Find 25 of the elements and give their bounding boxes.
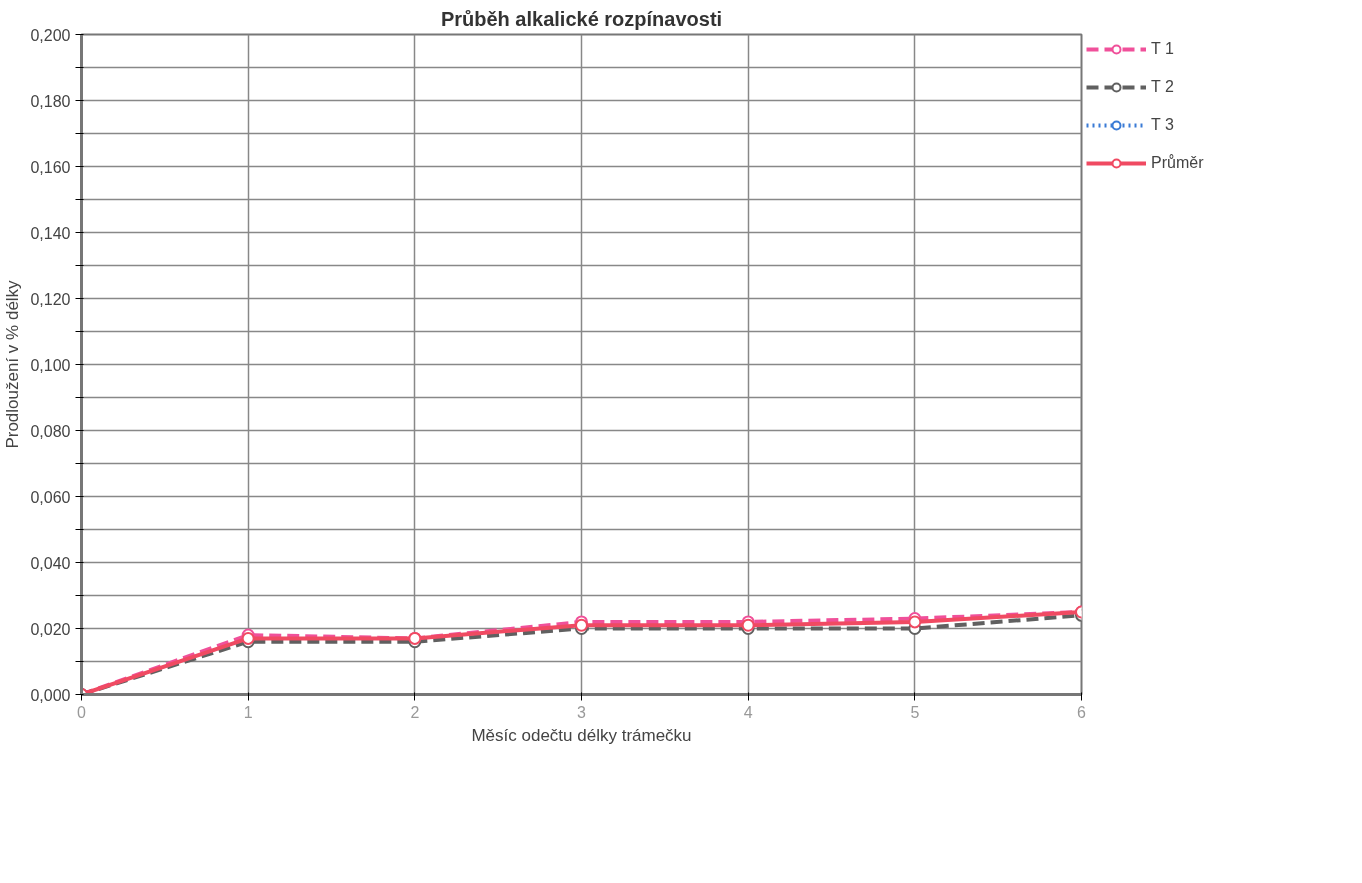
x-axis-title: Měsíc odečtu délky trámečku [471, 725, 692, 745]
y-tick-label: 0,100 [30, 356, 71, 374]
x-tick-label: 1 [243, 703, 253, 721]
x-tick-label: 2 [410, 703, 420, 721]
y-tick-label: 0,200 [30, 26, 71, 44]
y-tick-label: 0,140 [30, 224, 71, 242]
legend-label: Průměr [1151, 154, 1204, 172]
x-tick-label: 6 [1077, 703, 1087, 721]
x-tick-label: 4 [743, 703, 753, 721]
y-axis-title: Prodloužení v % délky [3, 279, 23, 449]
x-tick-label: 3 [577, 703, 587, 721]
y-tick-label: 0,060 [30, 488, 71, 506]
legend-label: T 1 [1151, 40, 1174, 58]
x-tick-label: 5 [910, 703, 920, 721]
y-tick-label: 0,040 [30, 554, 71, 572]
y-tick-label: 0,000 [30, 686, 71, 704]
chart-title: Průběh alkalické rozpínavosti [440, 7, 723, 30]
y-tick-label: 0,020 [30, 620, 71, 638]
y-tick-label: 0,180 [30, 92, 71, 110]
y-tick-label: 0,160 [30, 158, 71, 176]
y-tick-label: 0,120 [30, 290, 71, 308]
legend-label: T 2 [1151, 78, 1174, 96]
x-tick-label: 0 [77, 703, 87, 721]
legend-label: T 3 [1151, 116, 1174, 134]
y-tick-label: 0,080 [30, 422, 71, 440]
